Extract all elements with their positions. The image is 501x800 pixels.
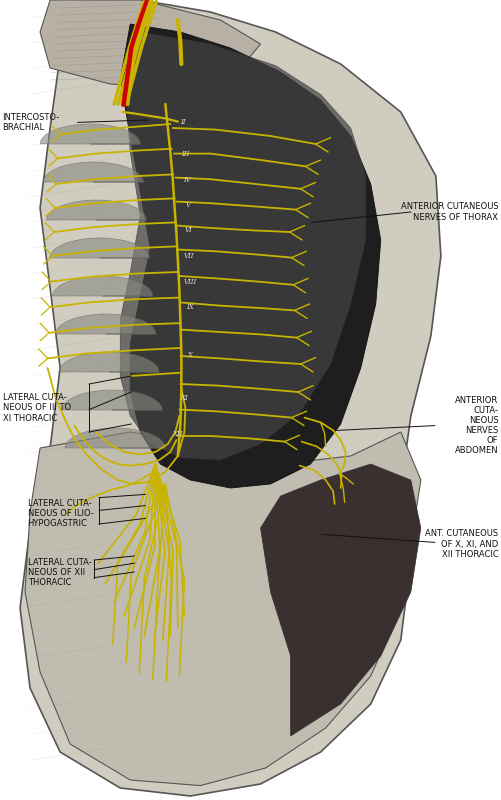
Text: X: X	[188, 351, 193, 359]
Polygon shape	[62, 390, 162, 410]
Text: ANTERIOR
CUTA-
NEOUS
NERVES
OF
ABDOMEN: ANTERIOR CUTA- NEOUS NERVES OF ABDOMEN	[455, 396, 498, 455]
Text: XI: XI	[180, 394, 188, 402]
Text: VII: VII	[184, 252, 194, 260]
Polygon shape	[59, 352, 159, 372]
Polygon shape	[25, 432, 421, 786]
Text: INTERCOSTO-
BRACHIAL: INTERCOSTO- BRACHIAL	[3, 113, 60, 132]
Text: ANT. CUTANEOUS
OF X, XI, AND
XII THORACIC: ANT. CUTANEOUS OF X, XI, AND XII THORACI…	[425, 530, 498, 558]
Polygon shape	[56, 314, 156, 334]
Text: ANTERIOR CUTANEOUS
NERVES OF THORAX: ANTERIOR CUTANEOUS NERVES OF THORAX	[401, 202, 498, 222]
Text: IV: IV	[183, 176, 191, 184]
Polygon shape	[43, 162, 143, 182]
Polygon shape	[65, 428, 165, 448]
Text: LATERAL CUTA-
NEOUS OF XII
THORACIC: LATERAL CUTA- NEOUS OF XII THORACIC	[28, 558, 91, 587]
Polygon shape	[20, 0, 441, 796]
Polygon shape	[53, 276, 153, 296]
Polygon shape	[40, 124, 140, 144]
Text: III: III	[181, 150, 189, 158]
Text: II: II	[180, 118, 185, 126]
Text: IX: IX	[186, 303, 194, 311]
Text: XII: XII	[173, 430, 183, 438]
Polygon shape	[120, 32, 366, 460]
Polygon shape	[50, 238, 150, 258]
Polygon shape	[46, 200, 146, 220]
Text: LATERAL CUTA-
NEOUS OF III TO
XI THORACIC: LATERAL CUTA- NEOUS OF III TO XI THORACI…	[3, 394, 71, 422]
Polygon shape	[40, 0, 261, 88]
Text: V: V	[185, 201, 190, 209]
Polygon shape	[261, 464, 421, 736]
Text: VI: VI	[185, 226, 193, 234]
Text: LATERAL CUTA-
NEOUS OF ILIO-
HYPOGASTRIC: LATERAL CUTA- NEOUS OF ILIO- HYPOGASTRIC	[28, 499, 93, 528]
Text: VIII: VIII	[184, 278, 197, 286]
Polygon shape	[120, 24, 381, 488]
